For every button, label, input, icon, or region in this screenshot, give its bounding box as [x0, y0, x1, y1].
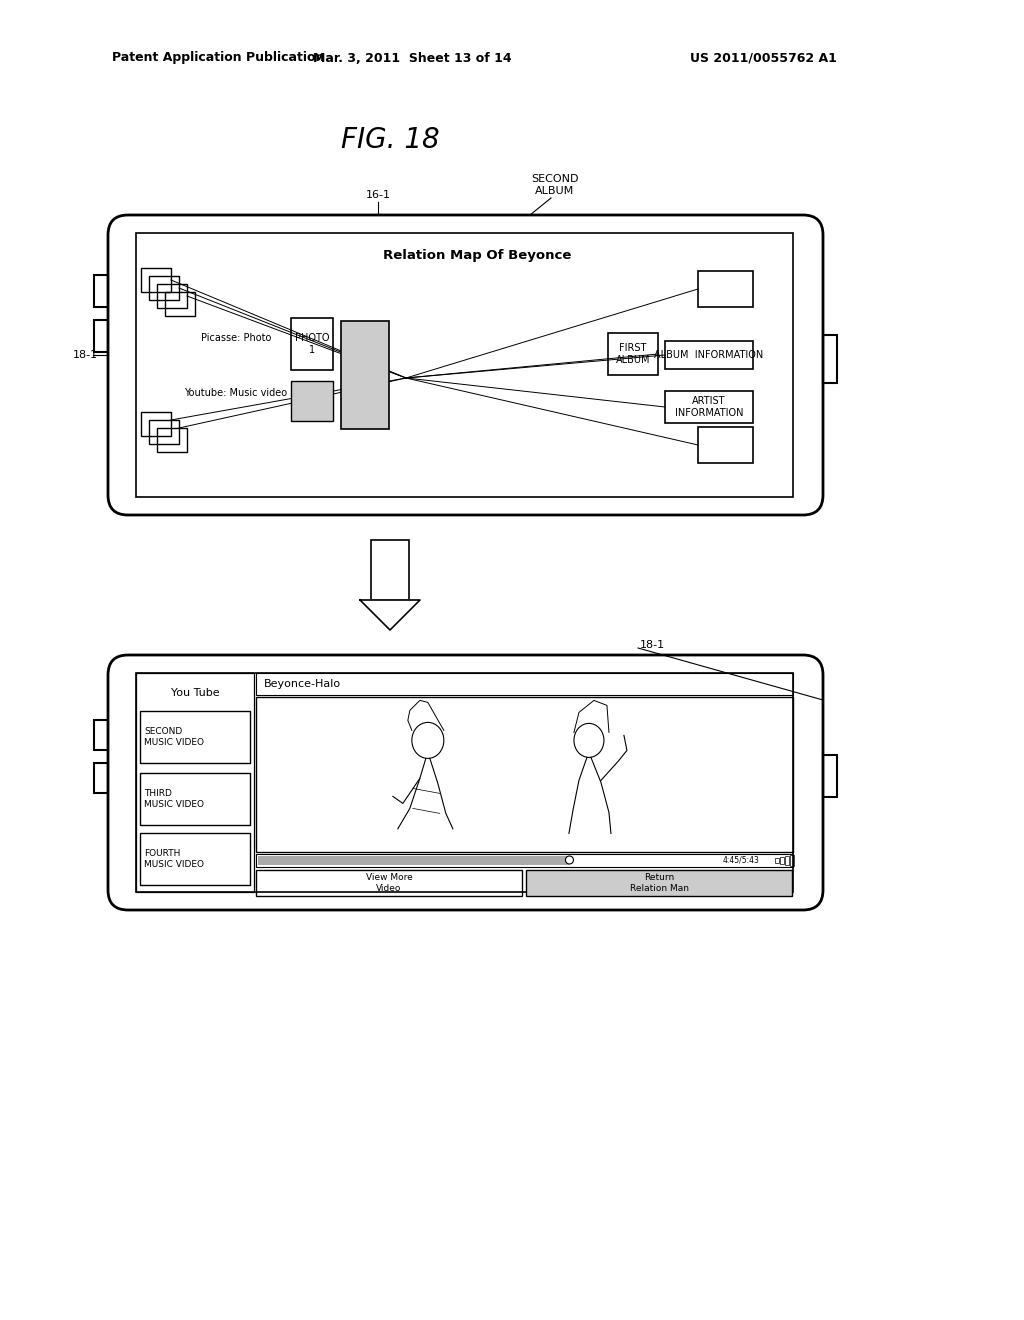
Bar — [94, 319, 108, 352]
Bar — [140, 833, 250, 884]
Text: 16-1: 16-1 — [366, 190, 390, 201]
Bar — [157, 428, 187, 451]
Text: SECOND
MUSIC VIDEO: SECOND MUSIC VIDEO — [144, 727, 204, 747]
Text: 18-1: 18-1 — [640, 640, 666, 649]
Text: ARTIST
INFORMATION: ARTIST INFORMATION — [675, 396, 743, 418]
Text: FIRST
ALBUM: FIRST ALBUM — [615, 343, 650, 364]
Text: FOURTH
MUSIC VIDEO: FOURTH MUSIC VIDEO — [144, 849, 204, 869]
Bar — [94, 275, 108, 308]
Bar — [790, 855, 794, 866]
Bar — [140, 774, 250, 825]
Text: SECOND
ALBUM: SECOND ALBUM — [531, 174, 579, 195]
Bar — [150, 420, 179, 444]
Bar — [136, 673, 254, 892]
Bar — [780, 857, 784, 865]
Bar — [94, 763, 108, 793]
Text: Mar. 3, 2011  Sheet 13 of 14: Mar. 3, 2011 Sheet 13 of 14 — [312, 51, 511, 65]
Text: Youtube: Music video: Youtube: Music video — [184, 388, 288, 399]
Bar — [341, 321, 389, 429]
Bar — [291, 318, 333, 370]
Text: 18-1: 18-1 — [73, 350, 98, 360]
Bar — [256, 870, 522, 896]
Text: You Tube: You Tube — [171, 688, 219, 698]
Text: ALBUM  INFORMATION: ALBUM INFORMATION — [654, 350, 764, 360]
Bar — [665, 341, 753, 370]
Bar — [371, 540, 409, 601]
Text: Picasse: Photo: Picasse: Photo — [201, 333, 271, 343]
Bar — [291, 381, 333, 421]
Text: View More
Video: View More Video — [366, 874, 413, 892]
Text: FIG. 18: FIG. 18 — [341, 125, 439, 154]
Bar — [256, 673, 793, 696]
Text: US 2011/0055762 A1: US 2011/0055762 A1 — [690, 51, 837, 65]
Bar — [136, 673, 793, 892]
Bar — [785, 855, 790, 865]
Bar — [165, 292, 195, 315]
Ellipse shape — [573, 723, 604, 758]
Bar — [608, 333, 658, 375]
Bar — [256, 854, 793, 867]
Bar — [665, 391, 753, 422]
Text: THIRD
MUSIC VIDEO: THIRD MUSIC VIDEO — [144, 789, 204, 809]
Text: Beyonce-Halo: Beyonce-Halo — [264, 678, 341, 689]
Text: 4:45/5:43: 4:45/5:43 — [723, 855, 760, 865]
Bar — [140, 711, 250, 763]
Bar — [141, 268, 171, 292]
Text: Relation Map Of Beyonce: Relation Map Of Beyonce — [383, 248, 571, 261]
Bar — [94, 719, 108, 750]
Bar — [698, 271, 753, 308]
Bar — [141, 412, 171, 436]
Text: Return
Relation Man: Return Relation Man — [630, 874, 688, 892]
Bar — [256, 697, 793, 851]
Bar — [136, 234, 793, 498]
Bar — [698, 426, 753, 463]
Bar — [823, 755, 837, 797]
Text: Patent Application Publication: Patent Application Publication — [112, 51, 325, 65]
Bar — [775, 858, 779, 863]
Polygon shape — [360, 601, 420, 630]
Bar — [823, 335, 837, 383]
Bar — [526, 870, 792, 896]
Bar — [150, 276, 179, 300]
Text: PHOTO
1: PHOTO 1 — [295, 333, 330, 355]
Ellipse shape — [412, 722, 443, 759]
Bar — [157, 284, 187, 308]
Ellipse shape — [565, 855, 573, 865]
Bar — [258, 855, 569, 865]
